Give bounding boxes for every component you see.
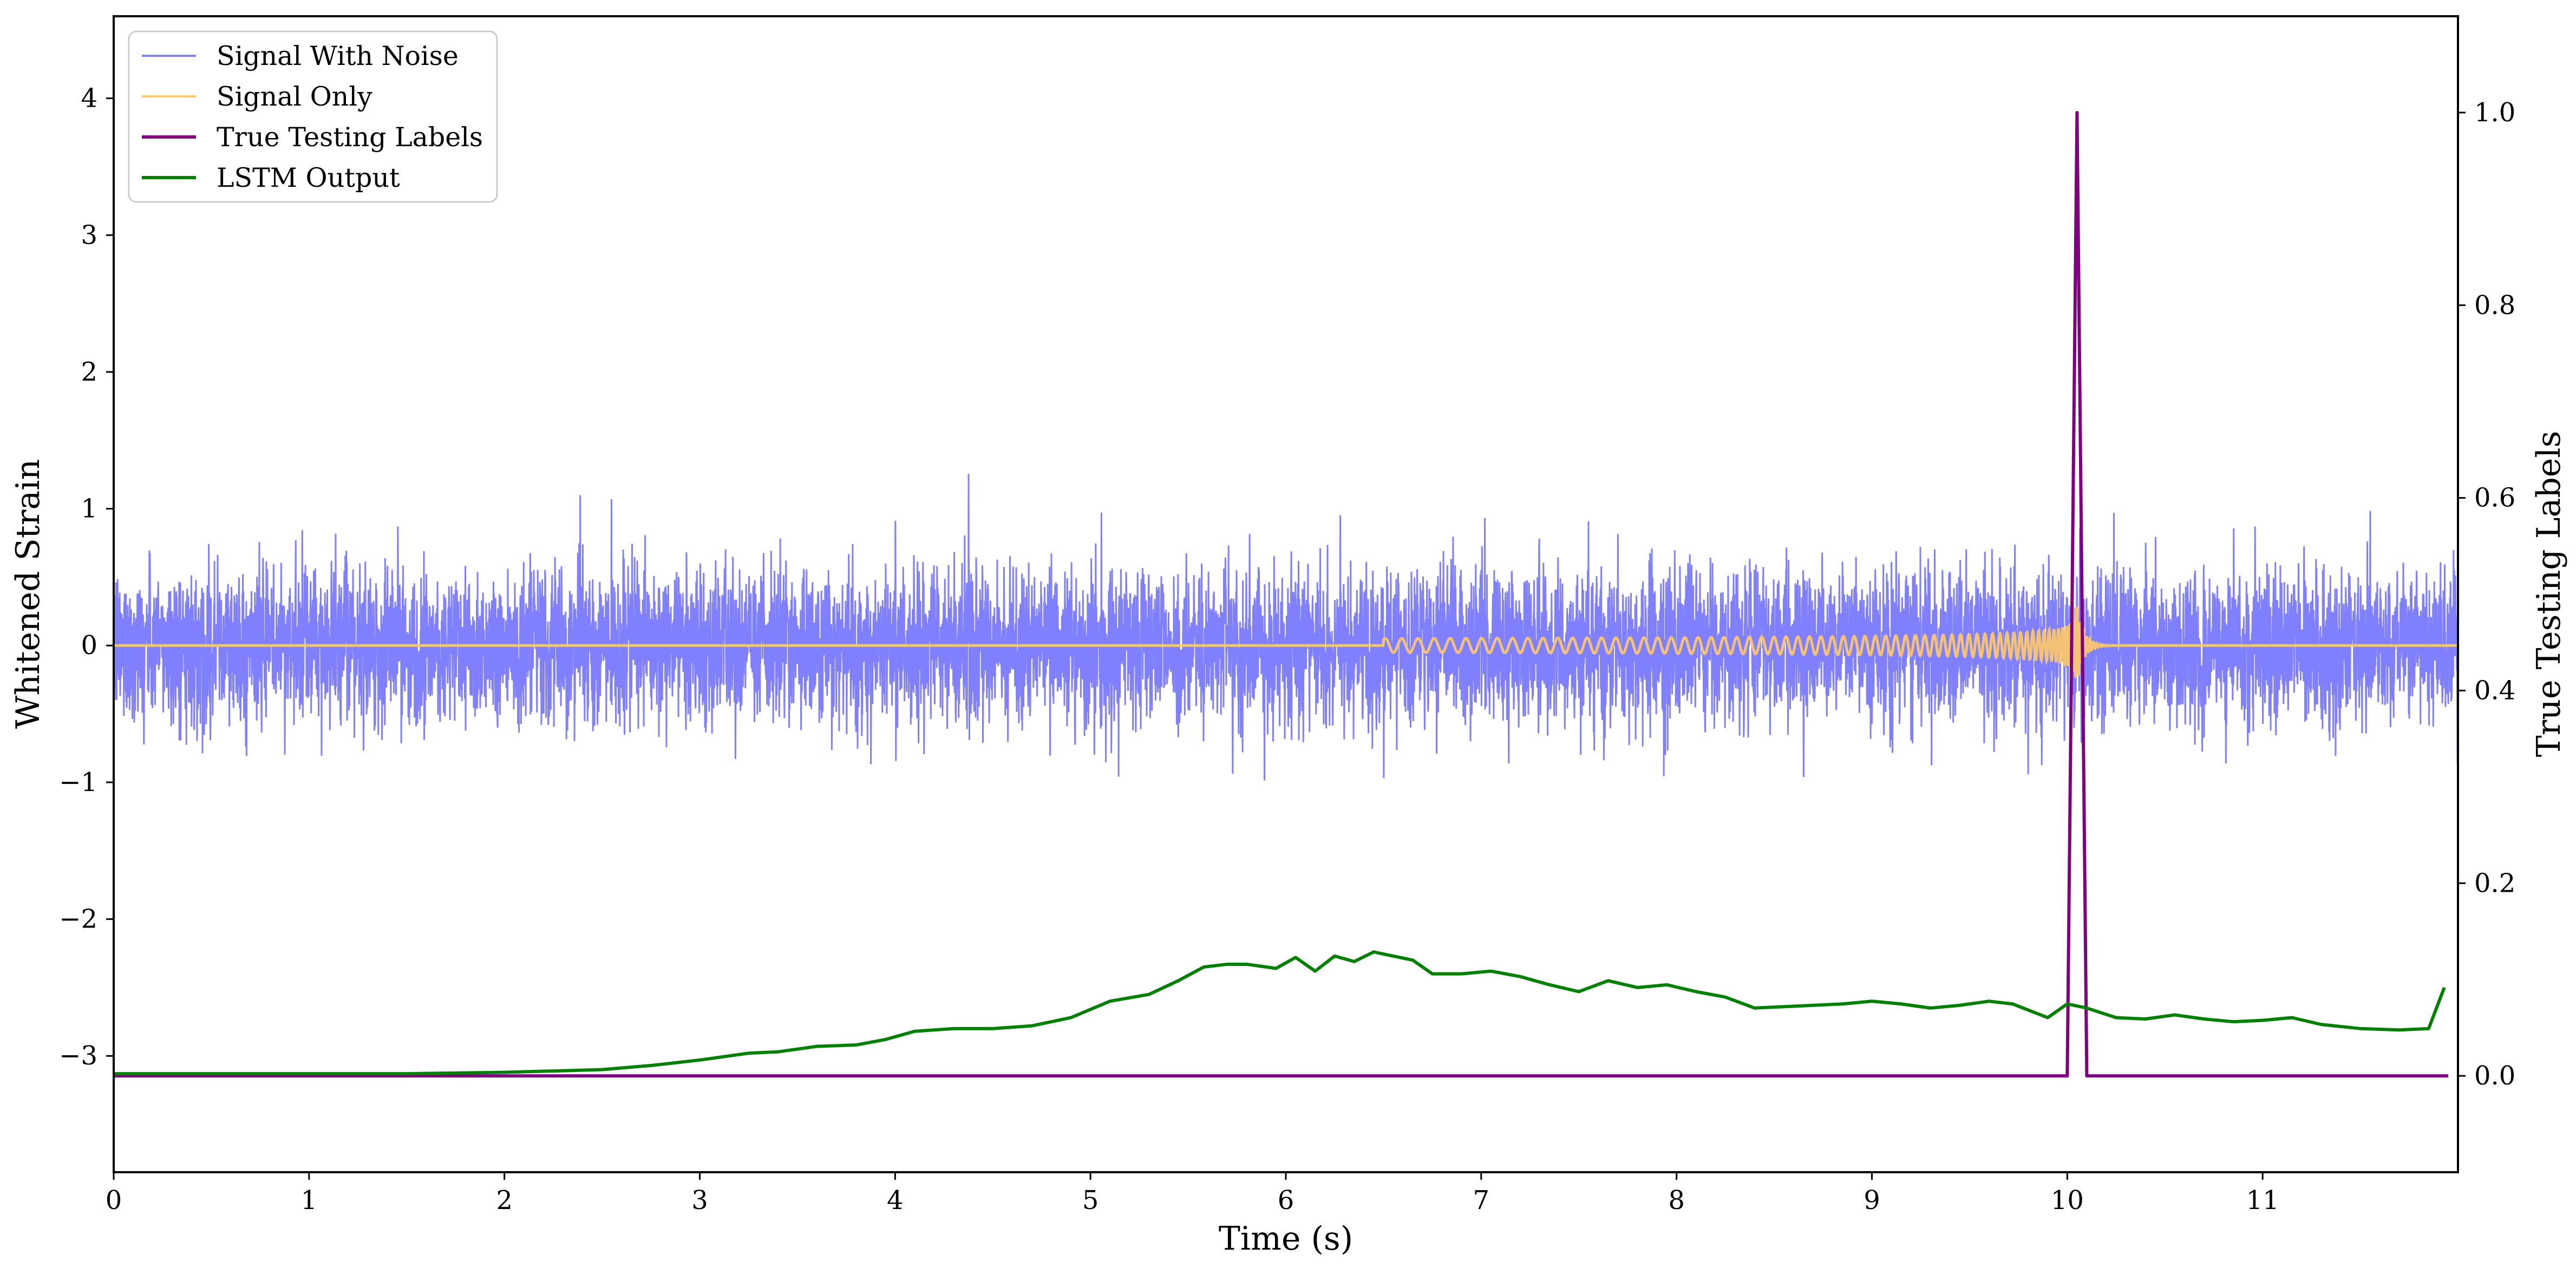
- y-left-tick-label: 2: [81, 357, 97, 387]
- legend-box: [128, 30, 498, 203]
- x-tick-label: 11: [2246, 1185, 2279, 1216]
- y-left-tick-label: 0: [81, 630, 97, 661]
- y-right-tick-label: 0.2: [2474, 868, 2515, 898]
- legend-label-lstm-output: LSTM Output: [217, 162, 400, 193]
- y-left-tick-label: 3: [81, 220, 97, 250]
- x-tick-label: 5: [1082, 1185, 1099, 1216]
- x-tick-label: 7: [1473, 1185, 1490, 1216]
- x-tick-label: 9: [1864, 1185, 1880, 1216]
- x-tick-label: 10: [2051, 1185, 2084, 1216]
- x-tick-label: 8: [1668, 1185, 1685, 1216]
- x-tick-label: 2: [496, 1185, 513, 1216]
- y-right-tick-label: 0.4: [2474, 675, 2515, 705]
- y-left-tick-label: 4: [81, 83, 97, 114]
- y-right-tick-label: 0.8: [2474, 290, 2515, 321]
- legend: Signal With Noise Signal Only True Testing…: [128, 30, 498, 203]
- series-true-testing-labels-line: [114, 110, 2448, 1078]
- x-tick-label: 4: [887, 1185, 904, 1216]
- y-right-tick-label: 1.0: [2474, 97, 2515, 128]
- ticks: 0 1 2 3 4 5 6 7 8 9 10 1143210−1−2−31.00.80.60.40.2…: [59, 83, 2515, 1216]
- y-left-tick-label: 1: [81, 494, 97, 524]
- y-axis-right-label: True Testing Labels: [2530, 431, 2568, 757]
- y-right-tick-label: 0.0: [2474, 1061, 2515, 1091]
- y-right-tick-label: 0.6: [2474, 483, 2515, 513]
- x-axis-label: Time (s): [1219, 1220, 1353, 1258]
- legend-label-signal-with-noise: Signal With Noise: [217, 41, 459, 71]
- series-signal-only-line: [114, 606, 2458, 678]
- plot-frame: [113, 15, 2459, 1173]
- x-tick-label: 6: [1278, 1185, 1294, 1216]
- series-signal-with-noise-line: [114, 473, 2458, 781]
- y-left-tick-label: −3: [59, 1041, 97, 1071]
- plot-area: [114, 110, 2458, 1078]
- x-tick-label: 0: [106, 1185, 122, 1216]
- x-tick-label: 1: [301, 1185, 318, 1216]
- y-left-tick-label: −1: [59, 767, 97, 798]
- legend-label-true-testing-labels: True Testing Labels: [217, 122, 483, 153]
- x-tick-label: 3: [691, 1185, 708, 1216]
- y-left-tick-label: −2: [59, 904, 97, 935]
- series-lstm-output-line: [114, 950, 2446, 1076]
- legend-label-signal-only: Signal Only: [217, 81, 372, 112]
- y-axis-left-label: Whitened Strain: [9, 459, 47, 729]
